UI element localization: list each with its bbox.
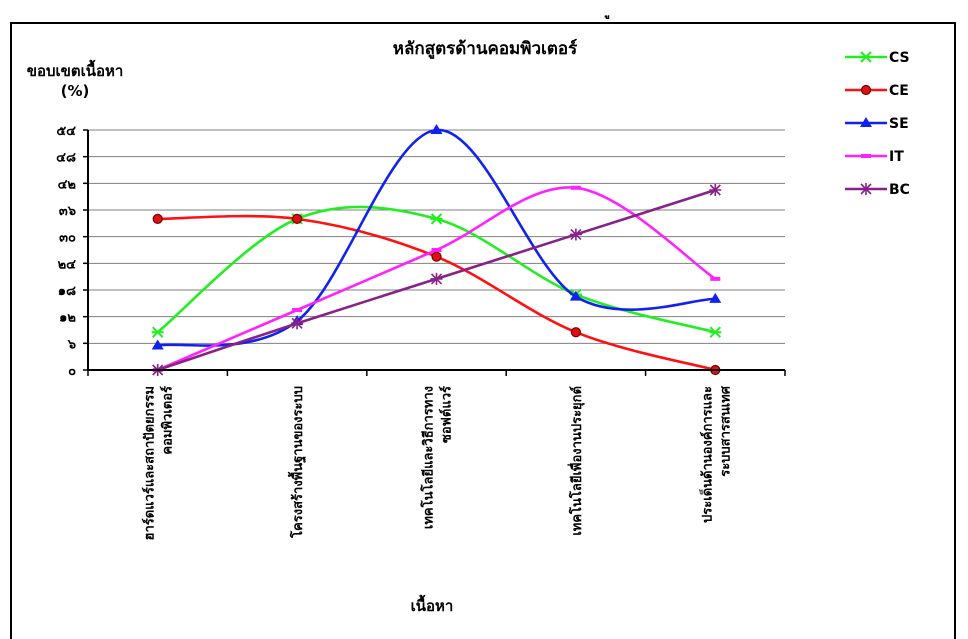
legend-item-cs: CS [845,50,910,66]
data-point [710,276,721,281]
y-tick-label: ๔๘ [56,151,76,166]
data-point [709,326,722,338]
x-tick-label: เทคโนโลยีและวิธีการทาง [420,386,437,529]
data-point [569,290,582,301]
data-point [860,84,872,96]
data-point [152,213,163,224]
series-lines [151,124,722,376]
data-point [570,327,582,338]
legend-label: CE [889,83,909,99]
legend-item-bc: BC [845,182,910,198]
data-point [431,251,442,262]
data-point [292,213,303,224]
series-line [156,205,716,334]
series-line [157,214,716,372]
legend: CS CE SE IT BC [845,50,910,198]
data-point [861,154,871,158]
y-tick-label: ๐ [68,364,76,379]
data-point [569,228,582,241]
x-tick-labels: ฮาร์ดแวร์และสถาปัตยกรรม คอมพิวเตอร์ โครงสร… [142,385,734,540]
y-tick-label: ๖ [67,337,76,352]
data-point [291,317,304,330]
legend-label: SE [889,116,909,132]
x-tick-label: ระบบสารสนเทศ [718,385,733,477]
data-point [430,124,443,134]
series-bc [151,184,722,376]
data-point [430,272,443,285]
gridlines [88,129,785,344]
legend-label: CS [889,50,910,66]
x-tick-label: เทคโนโลยีเพื่องานประยุกต์ [567,386,585,536]
legend-label: BC [889,182,910,198]
series-ce [152,213,721,376]
chart-frame [10,22,956,639]
data-point [860,117,872,127]
legend-label: IT [889,149,904,165]
series-cs [151,205,722,338]
legend-item-se: SE [845,116,909,132]
axes [83,129,786,376]
data-point [151,339,164,350]
x-tick-label: คอมพิวเตอร์ [160,386,176,455]
data-point [709,292,722,303]
y-axis-label: ขอบเขตเนื้อหา [27,59,124,80]
y-tick-label: ๓๖ [59,204,76,219]
x-tick-label: ฮาร์ดแวร์และสถาปัตยกรรม [142,386,158,540]
data-point [430,213,443,225]
y-axis-unit: (%) [61,82,90,100]
y-tick-label: ๑๘ [58,284,76,299]
data-point [860,51,872,63]
x-tick-label: ประเด็นด้านองค์การและ [697,386,715,523]
data-point [292,308,303,312]
x-tick-label: ซอฟต์แวร์ [439,386,455,443]
y-tick-label: ๒๔ [58,257,77,272]
data-point [709,184,722,196]
x-tick-label: โครงสร้างพื้นฐานของระบบ [287,386,307,539]
legend-item-it: IT [845,149,904,165]
y-tick-labels: ๐ ๖ ๑๒ ๑๘ ๒๔ ๓๐ ๓๖ ๔๒ ๔๘ ๕๔ [56,124,76,379]
y-tick-label: ๕๔ [56,124,76,139]
legend-item-ce: CE [845,83,909,99]
y-tick-label: ๑๒ [59,311,76,326]
data-point [860,183,872,195]
x-axis-label: เนื้อหา [411,594,454,615]
data-point [151,326,164,338]
y-tick-label: ๔๒ [58,177,76,192]
data-point [570,185,581,190]
y-tick-label: ๓๐ [59,231,76,246]
data-point [431,248,442,252]
chart-title: หลักสูตรด้านคอมพิวเตอร์ [393,38,578,60]
